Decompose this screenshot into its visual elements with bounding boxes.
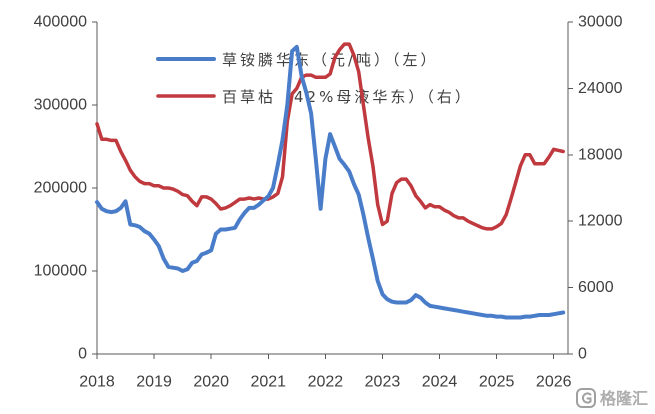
x-tick-label: 2019 bbox=[136, 374, 172, 391]
x-tick-label: 2020 bbox=[193, 374, 229, 391]
watermark: 格隆汇 bbox=[576, 388, 648, 408]
y-right-tick-label: 6000 bbox=[578, 279, 614, 296]
y-left-tick-label: 400000 bbox=[34, 14, 87, 31]
y-right-tick-label: 24000 bbox=[578, 80, 623, 97]
y-right-tick-label: 12000 bbox=[578, 213, 623, 230]
legend-label-paraquat-price: 百草枯（42%母液华东）（右） bbox=[222, 88, 473, 106]
series-lines bbox=[95, 42, 566, 320]
x-tick-label: 2025 bbox=[479, 374, 515, 391]
paraquat-price-line bbox=[95, 42, 565, 231]
x-tick-label: 2022 bbox=[308, 374, 344, 391]
y-left-tick-label: 200000 bbox=[34, 180, 87, 197]
x-tick-label: 2018 bbox=[79, 374, 115, 391]
glufosinate-price-line bbox=[95, 44, 566, 320]
y-right-tick-label: 18000 bbox=[578, 146, 623, 163]
y-right-tick-label: 0 bbox=[578, 346, 587, 363]
x-tick-label: 2024 bbox=[422, 374, 458, 391]
watermark-text: 格隆汇 bbox=[600, 389, 648, 408]
y-left-tick-label: 100000 bbox=[34, 263, 87, 280]
y-left-tick-label: 300000 bbox=[34, 97, 87, 114]
legend-label-glufosinate-price: 草铵膦华东（元/吨）（左） bbox=[222, 51, 439, 69]
gelonghui-logo-icon bbox=[576, 388, 596, 408]
x-tick-label: 2023 bbox=[365, 374, 401, 391]
y-left-tick-label: 0 bbox=[78, 346, 87, 363]
y-right-tick-label: 30000 bbox=[578, 14, 623, 31]
axes: 0 100000 200000 300000 400000 0 6000 12000 18000… bbox=[34, 14, 623, 391]
legend: 草铵膦华东（元/吨）（左） 百草枯（42%母液华东）（右） bbox=[156, 51, 473, 106]
x-tick-label: 2026 bbox=[536, 374, 572, 391]
x-tick-label: 2021 bbox=[250, 374, 286, 391]
